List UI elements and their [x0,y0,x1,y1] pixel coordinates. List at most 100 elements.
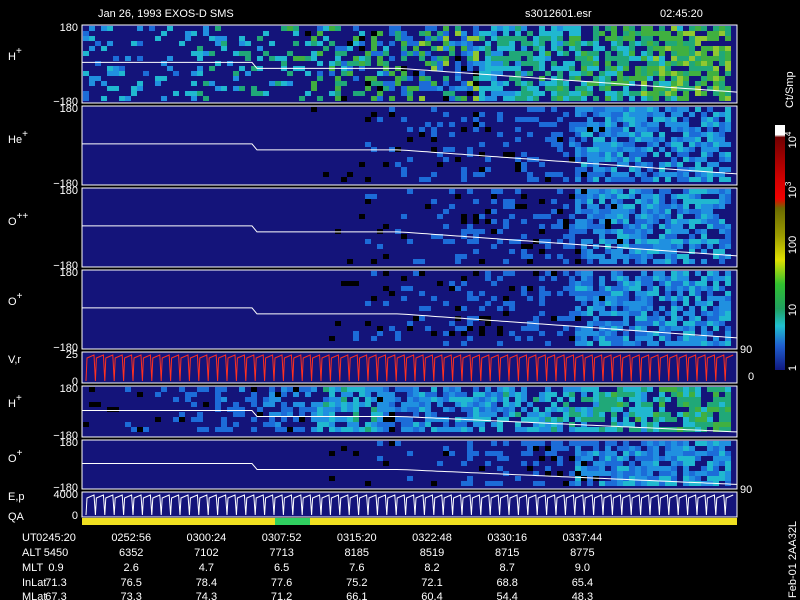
spectrogram-cell [551,172,557,177]
spectrogram-cell [641,71,647,76]
spectrogram-cell [449,122,455,127]
spectrogram-cell [557,36,563,41]
spectrogram-cell [539,397,545,402]
spectrogram-cell [455,254,461,259]
spectrogram-cell [407,157,413,162]
spectrogram-cell [599,46,605,51]
spectrogram-cell [683,412,689,417]
spectrogram-cell [665,427,671,432]
spectrogram-cell [425,122,431,127]
spectrogram-cell [599,137,605,142]
spectrogram-cell [563,234,569,239]
spectrogram-cell [695,412,701,417]
y-bottom-label: −180 [53,430,78,442]
spectrogram-cell [491,199,497,204]
spectrogram-cell [689,234,695,239]
spectrogram-cell [521,451,527,456]
footer: Feb-01 2AA32L [787,521,799,598]
spectrogram-cell [647,26,653,31]
spectrogram-cell [581,254,587,259]
spectrogram-cell [725,422,731,427]
spectrogram-cell [461,276,467,281]
spectrogram-cell [401,76,407,81]
spectrogram-cell [263,397,269,402]
spectrogram-cell [707,152,713,157]
spectrogram-cell [539,46,545,51]
spectrogram-cell [605,96,611,101]
spectrogram-cell [311,427,317,432]
spectrogram-cell [695,107,701,112]
spectrogram-cell [659,387,665,392]
spectrogram-cell [677,51,683,56]
spectrogram-cell [533,461,539,466]
spectrogram-cell [677,122,683,127]
spectrogram-cell [719,461,725,466]
spectrogram-cell [401,276,407,281]
spectrogram-cell [725,336,731,341]
spectrogram-cell [377,117,383,122]
spectrogram-cell [707,86,713,91]
spectrogram-cell [629,194,635,199]
spectrogram-cell [113,66,119,71]
spectrogram-cell [629,56,635,61]
spectrogram-cell [689,476,695,481]
spectrogram-cell [713,71,719,76]
spectrogram-cell [317,51,323,56]
spectrogram-cell [683,422,689,427]
spectrogram-cell [707,56,713,61]
spectrogram-cell [587,117,593,122]
spectrogram-cell [659,244,665,249]
spectrogram-cell [629,461,635,466]
spectrogram-cell [377,331,383,336]
spectrogram-cell [713,271,719,276]
spectrogram-cell [317,31,323,36]
spectrogram-cell [569,397,575,402]
spectrogram-cell [347,407,353,412]
spectrogram-cell [725,36,731,41]
spectrogram-cell [395,387,401,392]
spectrogram-cell [485,86,491,91]
spectrogram-cell [503,31,509,36]
spectrogram-cell [599,127,605,132]
spectrogram-cell [563,402,569,407]
spectrogram-cell [245,397,251,402]
spectrogram-cell [239,412,245,417]
spectrogram-cell [395,407,401,412]
spectrogram-cell [665,41,671,46]
spectrogram-cell [449,189,455,194]
spectrogram-cell [641,306,647,311]
spectrogram-cell [185,392,191,397]
spectrogram-cell [719,86,725,91]
spectrogram-cell [401,36,407,41]
spectrogram-cell [707,214,713,219]
spectrogram-cell [587,204,593,209]
spectrogram-cell [647,122,653,127]
spectrogram-cell [89,81,95,86]
spectrogram-cell [641,91,647,96]
spectrogram-cell [611,91,617,96]
spectrogram-cell [701,167,707,172]
spectrogram-cell [521,326,527,331]
spectrogram-cell [353,412,359,417]
spectrogram-cell [599,397,605,402]
spectrogram-cell [641,301,647,306]
spectrogram-cell [155,81,161,86]
spectrogram-cell [713,471,719,476]
spectrogram-cell [713,122,719,127]
spectrogram-cell [281,427,287,432]
spectrogram-cell [587,471,593,476]
spectrogram-cell [353,331,359,336]
spectrogram-cell [689,26,695,31]
y-top-label: 180 [60,383,78,395]
spectrogram-cell [719,219,725,224]
spectrogram-cell [461,214,467,219]
spectrogram-cell [461,96,467,101]
spectrogram-cell [677,26,683,31]
spectrogram-cell [269,387,275,392]
spectrogram-cell [581,281,587,286]
spectrogram-cell [443,417,449,422]
spectrogram-cell [725,254,731,259]
spectrogram-cell [617,209,623,214]
spectrogram-cell [545,407,551,412]
spectrogram-cell [539,41,545,46]
